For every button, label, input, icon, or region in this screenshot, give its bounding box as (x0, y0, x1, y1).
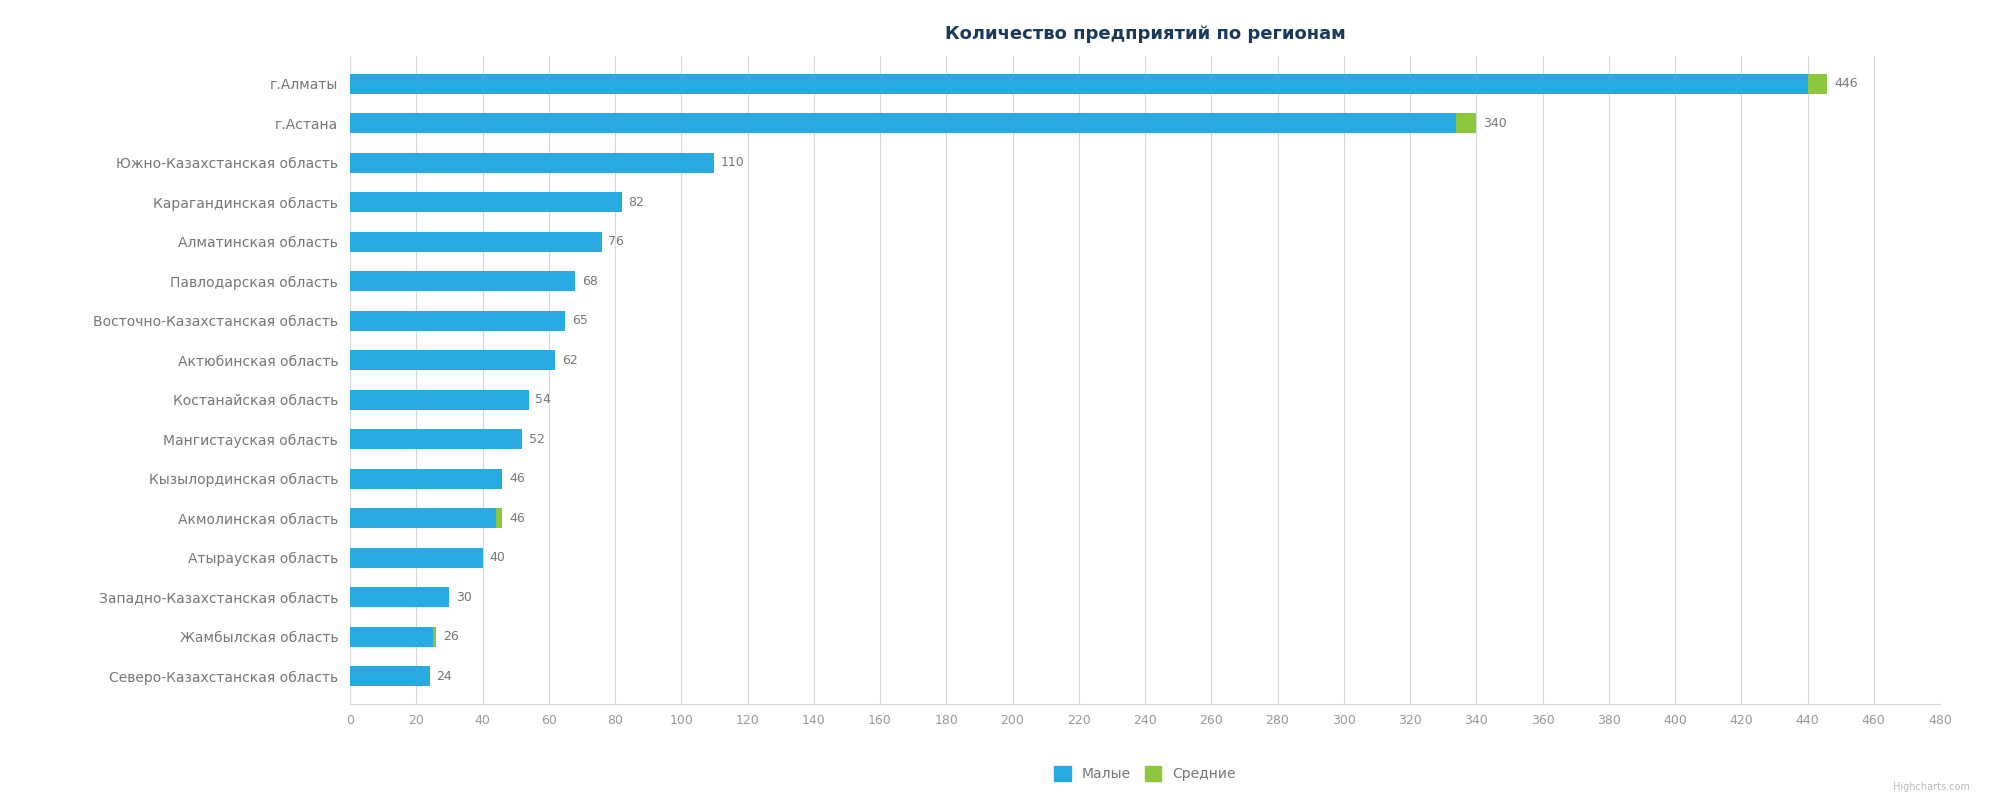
Text: 40: 40 (490, 551, 504, 564)
Bar (350, 469, 502, 489)
Text: 52: 52 (528, 433, 544, 446)
Title: Количество предприятий по регионам: Количество предприятий по регионам (944, 26, 1346, 43)
Bar (432, 627, 436, 646)
Legend: Малые, Средние: Малые, Средние (1054, 766, 1236, 782)
Bar (350, 232, 602, 251)
Bar (1456, 114, 1476, 133)
Bar (350, 666, 430, 686)
Text: 446: 446 (1834, 77, 1858, 90)
Bar (350, 350, 556, 370)
Text: 76: 76 (608, 235, 624, 248)
Text: 46: 46 (508, 472, 524, 486)
Text: 65: 65 (572, 314, 588, 327)
Text: 46: 46 (508, 512, 524, 525)
Text: 62: 62 (562, 354, 578, 366)
Bar (1808, 74, 1828, 94)
Text: 30: 30 (456, 591, 472, 604)
Bar (350, 74, 1808, 94)
Text: 82: 82 (628, 196, 644, 209)
Text: 54: 54 (536, 394, 552, 406)
Bar (350, 627, 432, 646)
Bar (350, 587, 450, 607)
Bar (350, 114, 1456, 133)
Bar (350, 192, 622, 212)
Bar (350, 548, 482, 568)
Text: 68: 68 (582, 274, 598, 288)
Text: Highcharts.com: Highcharts.com (1894, 782, 1970, 792)
Text: 110: 110 (720, 156, 744, 169)
Text: 340: 340 (1482, 117, 1506, 130)
Bar (350, 311, 566, 330)
Bar (350, 153, 714, 173)
Bar (496, 509, 502, 528)
Bar (350, 509, 496, 528)
Text: 24: 24 (436, 670, 452, 683)
Text: 26: 26 (442, 630, 458, 643)
Bar (350, 271, 576, 291)
Bar (350, 390, 528, 410)
Bar (350, 430, 522, 449)
